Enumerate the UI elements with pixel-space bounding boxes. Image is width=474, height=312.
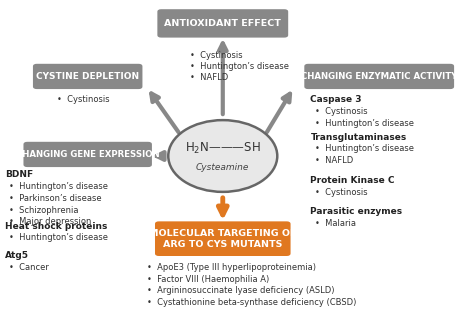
Text: •  Cystinosis: • Cystinosis	[315, 107, 368, 116]
Text: •  NAFLD: • NAFLD	[315, 156, 354, 165]
Text: MOLECULAR TARGETING OF
ARG TO CYS MUTANTS: MOLECULAR TARGETING OF ARG TO CYS MUTANT…	[149, 229, 297, 249]
Text: •  Cystinosis: • Cystinosis	[190, 51, 242, 60]
FancyBboxPatch shape	[304, 64, 454, 89]
Text: Atg5: Atg5	[5, 251, 29, 260]
Text: Caspase 3: Caspase 3	[310, 95, 362, 104]
Text: Transglutaminases: Transglutaminases	[310, 133, 407, 142]
Text: •  Cancer: • Cancer	[9, 263, 48, 272]
FancyBboxPatch shape	[33, 64, 142, 89]
Text: •  Cystinosis: • Cystinosis	[57, 95, 109, 104]
Text: •  Schizophrenia: • Schizophrenia	[9, 206, 78, 215]
Text: ANTIOXIDANT EFFECT: ANTIOXIDANT EFFECT	[164, 19, 281, 28]
Text: Heat shock proteins: Heat shock proteins	[5, 222, 107, 231]
Text: •  Factor VIII (Haemophilia A): • Factor VIII (Haemophilia A)	[147, 275, 269, 284]
Text: CYSTINE DEPLETION: CYSTINE DEPLETION	[36, 72, 139, 81]
Text: •  Huntington’s disease: • Huntington’s disease	[9, 182, 108, 191]
Text: H$_2$N———SH: H$_2$N———SH	[185, 141, 261, 156]
FancyBboxPatch shape	[157, 9, 288, 38]
Text: •  NAFLD: • NAFLD	[190, 73, 228, 82]
Text: •  Argininosuccinate lyase deficiency (ASLD): • Argininosuccinate lyase deficiency (AS…	[147, 286, 335, 295]
Text: •  ApoE3 (Type III hyperlipoproteinemia): • ApoE3 (Type III hyperlipoproteinemia)	[147, 263, 316, 272]
Text: BDNF: BDNF	[5, 170, 33, 179]
Text: •  Huntington’s disease: • Huntington’s disease	[190, 62, 289, 71]
Text: •  Huntington’s disease: • Huntington’s disease	[315, 144, 414, 154]
Text: Parasitic enzymes: Parasitic enzymes	[310, 207, 402, 217]
Text: •  Malaria: • Malaria	[315, 219, 356, 228]
Text: •  Huntington’s disease: • Huntington’s disease	[315, 119, 414, 128]
Text: •  Cystinosis: • Cystinosis	[315, 188, 368, 197]
Text: CHANGING ENZYMATIC ACTIVITY: CHANGING ENZYMATIC ACTIVITY	[301, 72, 457, 81]
FancyBboxPatch shape	[155, 222, 291, 256]
Text: Protein Kinase C: Protein Kinase C	[310, 176, 395, 185]
Circle shape	[168, 120, 277, 192]
Text: •  Major depression: • Major depression	[9, 217, 91, 227]
Text: Cysteamine: Cysteamine	[196, 163, 249, 172]
Text: CHANGING GENE EXPRESSION: CHANGING GENE EXPRESSION	[16, 150, 160, 159]
FancyBboxPatch shape	[23, 142, 152, 167]
Text: •  Parkinson’s disease: • Parkinson’s disease	[9, 194, 101, 203]
Text: •  Huntington’s disease: • Huntington’s disease	[9, 233, 108, 242]
Text: •  Cystathionine beta-synthase deficiency (CBSD): • Cystathionine beta-synthase deficiency…	[147, 298, 356, 307]
